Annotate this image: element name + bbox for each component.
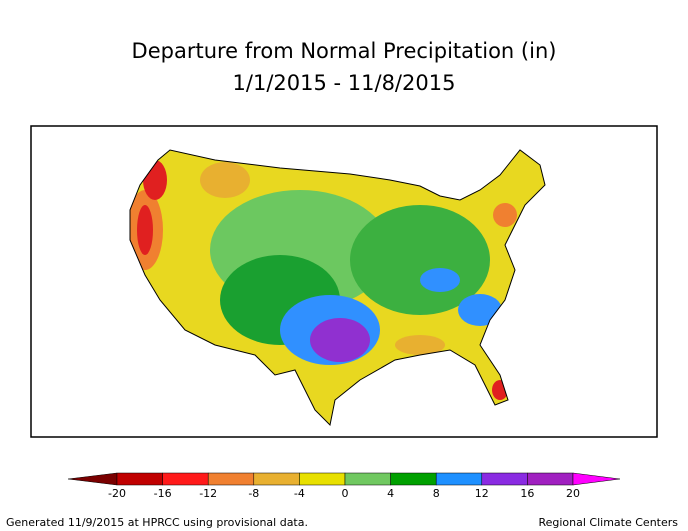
colorbar-segment bbox=[435, 472, 483, 486]
title: Departure from Normal Precipitation (in) bbox=[132, 39, 557, 63]
colorbar: -20 -16 -12 -8 -4 0 4 8 12 16 20 bbox=[67, 472, 621, 500]
colorbar-tick-label: 0 bbox=[342, 487, 349, 500]
colorbar-segment bbox=[527, 472, 574, 486]
colorbar-tick-label: -4 bbox=[294, 487, 305, 500]
subtitle: 1/1/2015 - 11/8/2015 bbox=[233, 71, 456, 95]
colorbar-tick-label: -20 bbox=[108, 487, 126, 500]
colorbar-segment bbox=[253, 472, 300, 486]
colorbar-segment bbox=[207, 472, 255, 486]
colorbar-tick-label: 20 bbox=[566, 487, 580, 500]
colorbar-tick-label: -16 bbox=[154, 487, 172, 500]
colorbar-tick-label: 8 bbox=[433, 487, 440, 500]
colorbar-segment bbox=[162, 472, 209, 486]
colorbar-arrow-high bbox=[572, 472, 621, 486]
colorbar-tick-label: 12 bbox=[475, 487, 489, 500]
colorbar-tick-label: -8 bbox=[248, 487, 259, 500]
colorbar-arrow-low bbox=[67, 472, 118, 486]
colorbar-segment bbox=[481, 472, 528, 486]
colorbar-segment bbox=[116, 472, 163, 486]
footer-left: Generated 11/9/2015 at HPRCC using provi… bbox=[6, 516, 308, 529]
colorbar-segment bbox=[299, 472, 346, 486]
colorbar-segment bbox=[344, 472, 391, 486]
colorbar-tick-label: 4 bbox=[387, 487, 394, 500]
footer-right: Regional Climate Centers bbox=[538, 516, 678, 529]
colorbar-segment bbox=[390, 472, 437, 486]
colorbar-tick-label: -12 bbox=[199, 487, 217, 500]
colorbar-tick-label: 16 bbox=[520, 487, 534, 500]
